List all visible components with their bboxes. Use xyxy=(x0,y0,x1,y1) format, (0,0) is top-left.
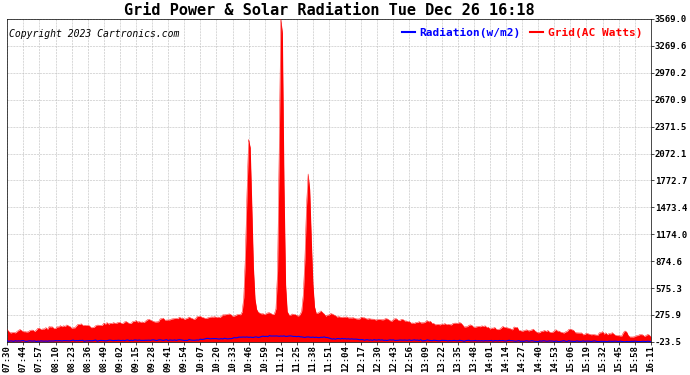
Title: Grid Power & Solar Radiation Tue Dec 26 16:18: Grid Power & Solar Radiation Tue Dec 26 … xyxy=(124,3,534,18)
Text: Copyright 2023 Cartronics.com: Copyright 2023 Cartronics.com xyxy=(8,28,179,39)
Legend: Radiation(w/m2), Grid(AC Watts): Radiation(w/m2), Grid(AC Watts) xyxy=(402,28,642,38)
